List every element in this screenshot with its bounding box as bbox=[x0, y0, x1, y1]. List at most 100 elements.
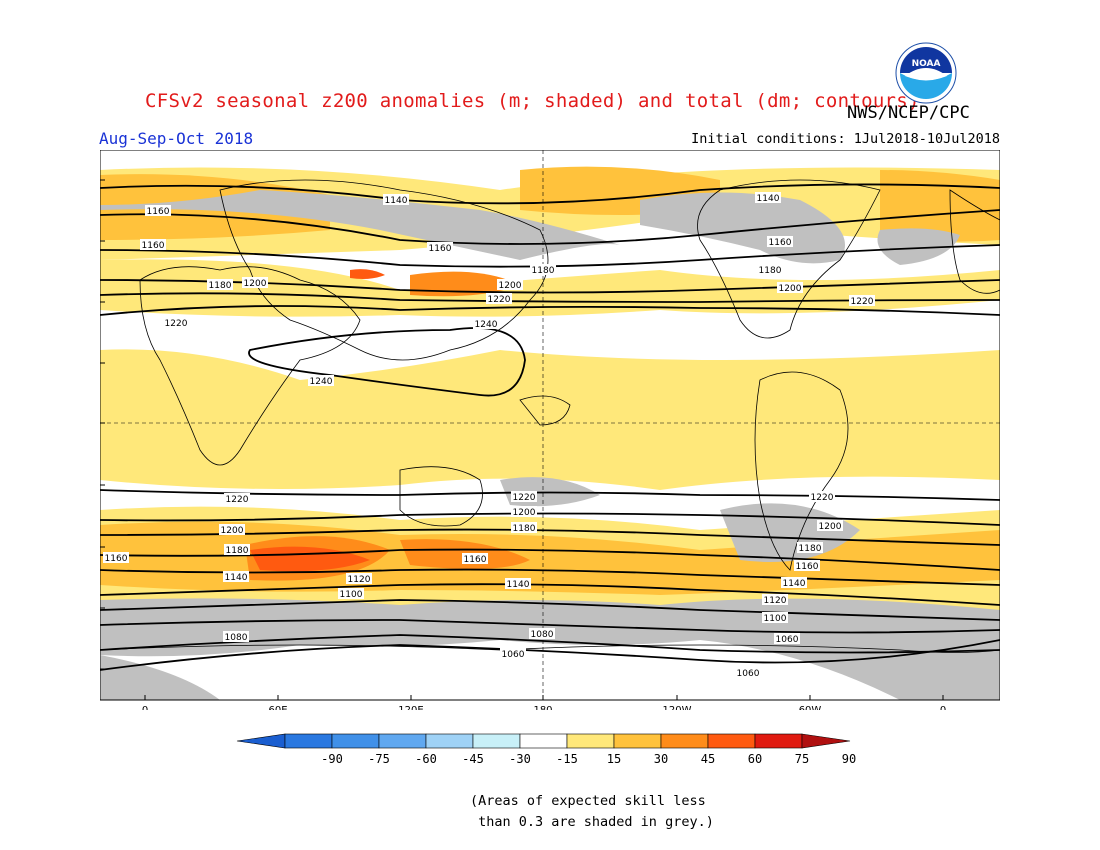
contour-label: 1200 bbox=[817, 520, 843, 532]
colorbar-box bbox=[284, 733, 333, 749]
colorbar-tick-label: 90 bbox=[842, 752, 856, 766]
contour-label: 1200 bbox=[497, 279, 523, 291]
contour-label: 1120 bbox=[762, 594, 788, 606]
colorbar-box bbox=[519, 733, 568, 749]
longitude-axis: 0 60E 120E 180 120W 60W 0 bbox=[142, 695, 946, 710]
colorbar-arrow-right bbox=[801, 733, 851, 749]
contour-line bbox=[248, 327, 526, 397]
contour-line bbox=[100, 209, 1000, 245]
svg-text:1160: 1160 bbox=[105, 554, 128, 564]
contour-label: 1220 bbox=[809, 491, 835, 503]
contour-label: 1160 bbox=[767, 236, 793, 248]
contour-line bbox=[100, 583, 1000, 606]
contour-label: 1100 bbox=[338, 588, 364, 600]
colorbar-box bbox=[754, 733, 803, 749]
svg-text:1180: 1180 bbox=[532, 266, 555, 276]
contour-label: 1180 bbox=[224, 544, 250, 556]
svg-text:1220: 1220 bbox=[851, 297, 874, 307]
contour-line bbox=[100, 639, 1000, 671]
contour-label: 1060 bbox=[774, 633, 800, 645]
colorbar-tick-label: 45 bbox=[701, 752, 715, 766]
colorbar-box bbox=[660, 733, 709, 749]
colorbar-box bbox=[378, 733, 427, 749]
colorbar-tick-label: 30 bbox=[654, 752, 668, 766]
contour-labels: 1140 1140 1160 1160 1160 1160 1180 1180 1180 1200… bbox=[103, 192, 875, 679]
colorbar-box bbox=[566, 733, 615, 749]
svg-text:1220: 1220 bbox=[811, 493, 834, 503]
contour-label: 1060 bbox=[735, 667, 761, 679]
colorbar-tick-label: -75 bbox=[368, 752, 390, 766]
svg-text:1200: 1200 bbox=[513, 508, 536, 518]
low-skill-mask bbox=[100, 190, 1000, 700]
lon-tick-label: 0 bbox=[142, 705, 148, 710]
svg-text:1220: 1220 bbox=[513, 493, 536, 503]
colorbar-box bbox=[472, 733, 521, 749]
svg-text:1160: 1160 bbox=[147, 207, 170, 217]
contour-label: 1140 bbox=[383, 194, 409, 206]
contour-label: 1160 bbox=[462, 553, 488, 565]
svg-text:1140: 1140 bbox=[783, 579, 806, 589]
colorbar-box bbox=[613, 733, 662, 749]
colorbar-tick-label: -15 bbox=[556, 752, 578, 766]
contour-label: 1160 bbox=[794, 560, 820, 572]
map-frame bbox=[100, 150, 1000, 701]
contour-label: 1140 bbox=[755, 192, 781, 204]
skill-note: (Areas of expected skill less than 0.3 a… bbox=[470, 793, 714, 830]
contour-line bbox=[100, 634, 1000, 654]
svg-text:1220: 1220 bbox=[226, 495, 249, 505]
contour-label: 1220 bbox=[849, 295, 875, 307]
svg-text:1140: 1140 bbox=[507, 580, 530, 590]
anomaly-map: 1140 1140 1160 1160 1160 1160 1180 1180 1180 1200… bbox=[100, 150, 1000, 710]
height-contours bbox=[100, 183, 1000, 671]
initial-conditions: Initial conditions: 1Jul2018-10Jul2018 bbox=[691, 131, 1000, 147]
contour-label: 1060 bbox=[500, 648, 526, 660]
svg-text:1180: 1180 bbox=[759, 266, 782, 276]
colorbar-box bbox=[707, 733, 756, 749]
lon-tick-label: 120E bbox=[398, 705, 423, 710]
lon-tick-label: 60E bbox=[268, 705, 287, 710]
contour-label: 1200 bbox=[219, 524, 245, 536]
svg-text:1180: 1180 bbox=[226, 546, 249, 556]
colorbar-tick-label: -60 bbox=[415, 752, 437, 766]
contour-label: 1180 bbox=[797, 542, 823, 554]
contour-label: 1200 bbox=[242, 277, 268, 289]
svg-text:1160: 1160 bbox=[464, 555, 487, 565]
contour-label: 1220 bbox=[163, 317, 189, 329]
svg-text:1160: 1160 bbox=[796, 562, 819, 572]
contour-line bbox=[100, 599, 1000, 621]
colorbar-arrow-left bbox=[236, 733, 286, 749]
colorbar-tick-label: -90 bbox=[321, 752, 343, 766]
forecast-period: Aug-Sep-Oct 2018 bbox=[99, 129, 254, 148]
contour-label: 1160 bbox=[140, 239, 166, 251]
svg-text:1200: 1200 bbox=[221, 526, 244, 536]
svg-text:1140: 1140 bbox=[385, 196, 408, 206]
contour-line bbox=[100, 548, 1000, 571]
svg-text:1160: 1160 bbox=[429, 244, 452, 254]
contour-label: 1100 bbox=[762, 612, 788, 624]
contour-label: 1160 bbox=[103, 552, 129, 564]
contour-label: 1160 bbox=[145, 205, 171, 217]
contour-line bbox=[100, 305, 1000, 316]
contour-line bbox=[100, 512, 1000, 526]
colorbar-tick-label: 60 bbox=[748, 752, 762, 766]
svg-text:1120: 1120 bbox=[348, 575, 371, 585]
svg-text:1080: 1080 bbox=[225, 633, 248, 643]
contour-line bbox=[100, 619, 1000, 634]
contour-line bbox=[100, 183, 1000, 205]
colorbar-box bbox=[425, 733, 474, 749]
chart-title: CFSv2 seasonal z200 anomalies (m; shaded… bbox=[145, 90, 920, 112]
svg-text:1180: 1180 bbox=[513, 524, 536, 534]
contour-label: 1200 bbox=[511, 506, 537, 518]
svg-text:1060: 1060 bbox=[737, 669, 760, 679]
svg-text:1160: 1160 bbox=[142, 241, 165, 251]
svg-text:1240: 1240 bbox=[310, 377, 333, 387]
colorbar-tick-label: 75 bbox=[795, 752, 809, 766]
colorbar-box bbox=[331, 733, 380, 749]
lon-tick-label: 60W bbox=[799, 705, 822, 710]
contour-label: 1140 bbox=[505, 578, 531, 590]
svg-text:1180: 1180 bbox=[799, 544, 822, 554]
agency-label: NWS/NCEP/CPC bbox=[847, 103, 970, 123]
svg-text:1200: 1200 bbox=[499, 281, 522, 291]
svg-text:1220: 1220 bbox=[165, 319, 188, 329]
lon-tick-label: 120W bbox=[663, 705, 692, 710]
